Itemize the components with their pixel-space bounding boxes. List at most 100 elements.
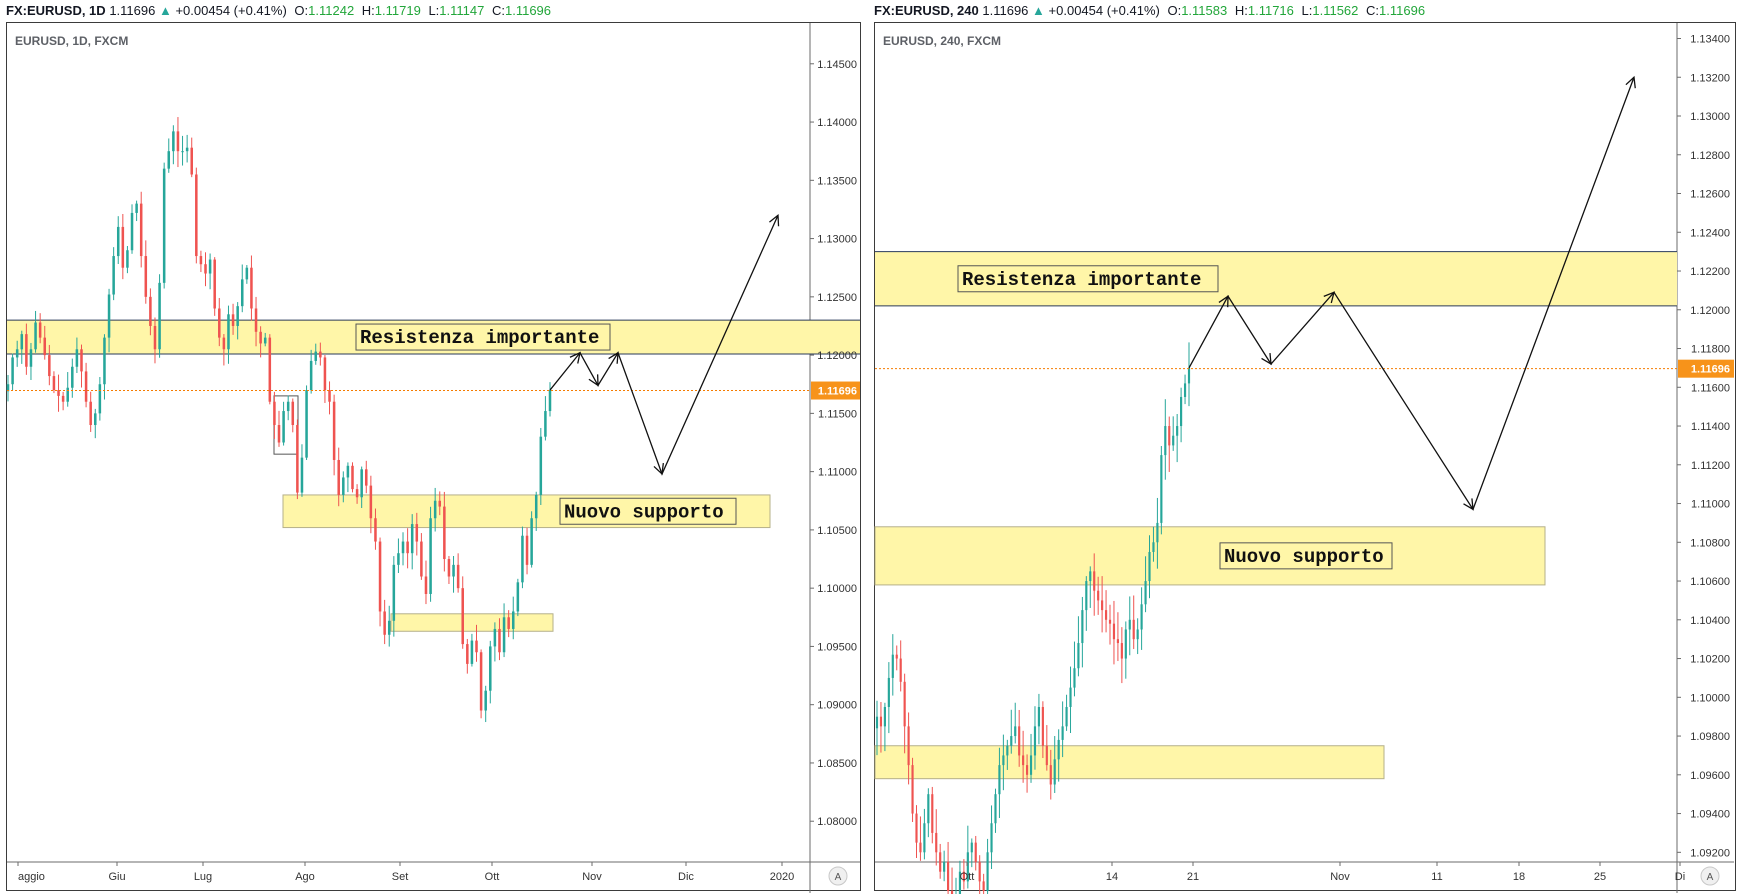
- candle-body: [1033, 726, 1037, 756]
- candle-body: [89, 401, 92, 426]
- chart-title: EURUSD, 1D, FXCM: [15, 34, 128, 48]
- candle-body: [1041, 706, 1044, 746]
- candle-body: [1183, 383, 1187, 397]
- candlestick-chart[interactable]: EURUSD, 240, FXCM Resistenza importante Nu…: [872, 0, 1742, 894]
- candle-body: [1172, 435, 1175, 446]
- y-tick-label: 1.08000: [817, 816, 857, 828]
- last-price: 1.11696: [109, 3, 156, 18]
- y-tick-label: 1.10000: [817, 583, 857, 595]
- candle-body: [974, 842, 977, 862]
- candlestick-chart[interactable]: EURUSD, 1D, FXCM Resistenza importante Nuo…: [0, 0, 866, 894]
- chart-panel-4h: FX:EURUSD, 240 1.11696 ▲ +0.00454 (+0.41…: [872, 0, 1742, 894]
- high-label: H:: [1234, 3, 1248, 18]
- candle-body: [406, 541, 409, 554]
- candle-body: [213, 259, 216, 309]
- y-tick-label: 1.09600: [1690, 770, 1730, 782]
- auto-scale-button[interactable]: [1700, 866, 1720, 886]
- candle-body: [240, 279, 244, 307]
- candle-body: [891, 654, 894, 678]
- range-box: [273, 395, 299, 455]
- forecast-arrowhead: [1463, 498, 1474, 511]
- x-tick-label: Set: [392, 871, 409, 883]
- chart-frame: [6, 22, 861, 891]
- y-tick-label: 1.10500: [817, 525, 857, 537]
- y-tick-label: 1.12000: [1690, 305, 1730, 317]
- y-tick-label: 1.12000: [817, 350, 857, 362]
- y-tick-label: 1.12600: [1690, 189, 1730, 201]
- candle-body: [530, 518, 533, 565]
- x-tick-label: Lug: [194, 871, 212, 883]
- candle-body: [222, 337, 226, 350]
- candle-body: [1077, 643, 1080, 669]
- candle-body: [1065, 706, 1068, 727]
- candle-body: [273, 401, 276, 426]
- candle-body: [218, 308, 221, 338]
- candle-body: [452, 564, 455, 577]
- y-tick-label: 1.11600: [1691, 382, 1730, 394]
- candle-body: [493, 628, 497, 647]
- y-tick-label: 1.09800: [1690, 731, 1730, 743]
- candle-body: [516, 582, 520, 612]
- price-change: +0.00454 (+0.41%): [1048, 3, 1160, 18]
- candle-body: [158, 282, 161, 350]
- candle-body: [43, 337, 47, 356]
- symbol-label[interactable]: FX:EURUSD, 1D: [6, 3, 106, 18]
- candle-body: [879, 716, 883, 727]
- candle-body: [369, 485, 373, 519]
- forecast-arrowhead: [608, 351, 619, 364]
- candle-body: [245, 267, 249, 280]
- candle-body: [887, 677, 890, 707]
- chart-title: EURUSD, 240, FXCM: [883, 34, 1001, 48]
- candle-body: [1057, 739, 1060, 760]
- candle-body: [392, 564, 396, 621]
- candle-body: [1014, 726, 1017, 737]
- candle-body: [34, 322, 37, 350]
- close-label: C:: [1366, 3, 1380, 18]
- auto-scale-button[interactable]: [828, 866, 848, 886]
- candle-body: [185, 147, 189, 152]
- candle-body: [883, 706, 886, 727]
- candle-body: [103, 337, 106, 385]
- candle-body: [1112, 623, 1116, 640]
- symbol-header: FX:EURUSD, 240 1.11696 ▲ +0.00454 (+0.41…: [874, 2, 1425, 20]
- candle-body: [282, 411, 285, 443]
- forecast-path: [549, 215, 779, 476]
- candle-body: [296, 425, 299, 493]
- candle-body: [342, 477, 345, 495]
- candle-body: [994, 794, 997, 824]
- y-tick-label: 1.12500: [817, 292, 857, 304]
- candle-body: [204, 264, 207, 274]
- candle-body: [1120, 643, 1123, 659]
- candle-body: [227, 314, 230, 350]
- price-badge: [1678, 359, 1734, 378]
- candle-body: [291, 401, 295, 426]
- candle-body: [511, 611, 515, 629]
- candle-body: [250, 267, 253, 309]
- candle-body: [923, 823, 926, 853]
- candle-body: [1140, 604, 1143, 630]
- x-tick-label: 2020: [770, 871, 794, 883]
- candle-body: [1108, 619, 1112, 624]
- candle-body: [6, 384, 10, 392]
- candle-body: [1049, 765, 1052, 785]
- candle-body: [365, 469, 368, 486]
- price-badge: [811, 381, 860, 400]
- candle-body: [126, 250, 129, 268]
- candle-body: [94, 413, 97, 426]
- candle-body: [332, 401, 336, 460]
- candle-body: [424, 576, 428, 594]
- candle-body: [1152, 542, 1155, 552]
- x-tick-label: Dic: [678, 871, 694, 883]
- annotation-box: [957, 265, 1219, 293]
- candle-body: [116, 226, 120, 257]
- candle-body: [355, 489, 359, 498]
- y-tick-label: 1.11400: [1691, 421, 1730, 433]
- candle-body: [314, 351, 318, 361]
- x-tick-label: 21: [1187, 871, 1199, 883]
- candle-body: [1116, 639, 1119, 644]
- candle-body: [1073, 668, 1076, 688]
- symbol-label[interactable]: FX:EURUSD, 240: [874, 3, 979, 18]
- candle-body: [383, 611, 386, 635]
- candle-body: [309, 360, 313, 391]
- annotation-label: Nuovo supporto: [1224, 546, 1384, 568]
